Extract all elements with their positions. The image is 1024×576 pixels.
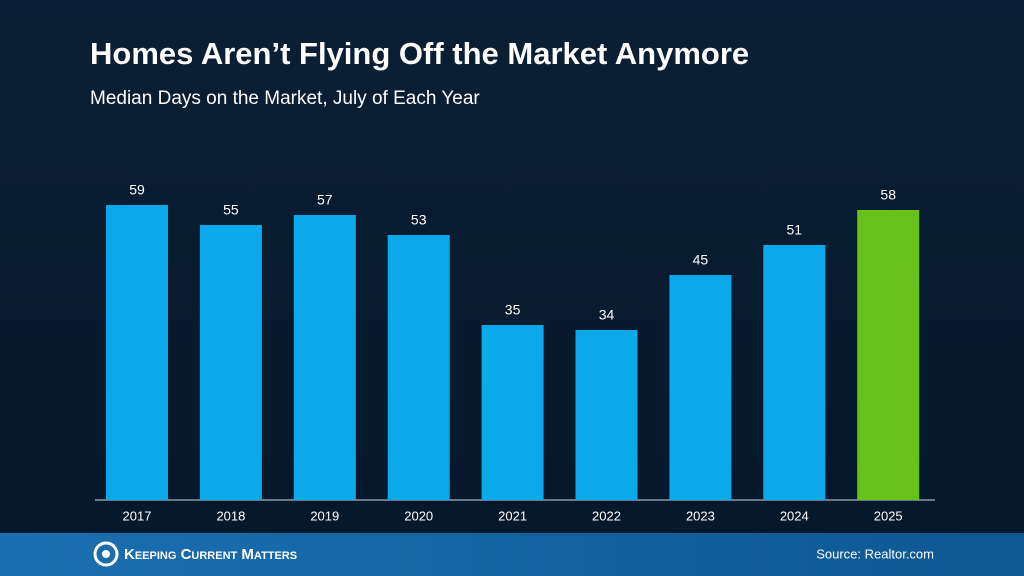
- source: Source: Realtor.com: [816, 546, 934, 561]
- x-tick-label: 2020: [404, 508, 433, 523]
- x-tick-label: 2025: [874, 508, 903, 523]
- x-tick-label: 2021: [498, 508, 527, 523]
- value-label: 45: [693, 252, 709, 268]
- value-label: 35: [505, 302, 521, 318]
- logo: [93, 541, 119, 567]
- bar: [199, 225, 262, 500]
- value-label: 53: [411, 212, 427, 228]
- bar: [106, 205, 168, 500]
- value-label: 59: [129, 182, 145, 198]
- value-label: 34: [599, 307, 615, 323]
- footer-band: [0, 533, 1024, 576]
- x-tick-label: 2019: [310, 508, 339, 523]
- bar: [669, 275, 732, 500]
- x-tick-label: 2024: [780, 508, 809, 523]
- bar: [763, 245, 826, 500]
- bar: [481, 325, 544, 500]
- value-label: 58: [880, 187, 896, 203]
- brand: Keeping Current Matters: [124, 546, 297, 563]
- x-tick-label: 2018: [216, 508, 245, 523]
- value-label: 51: [787, 222, 803, 238]
- x-tick-label: 2022: [592, 508, 621, 523]
- bar: [387, 235, 450, 500]
- value-label: 55: [223, 202, 239, 218]
- x-tick-label: 2017: [123, 508, 152, 523]
- chart-title: Homes Aren’t Flying Off the Market Anymo…: [90, 36, 749, 71]
- bar: [857, 210, 920, 500]
- x-tick-label: 2023: [686, 508, 715, 523]
- logo-dot: [102, 550, 110, 558]
- bar: [575, 330, 638, 500]
- value-label: 57: [317, 192, 333, 208]
- bar: [293, 215, 356, 500]
- chart-subtitle: Median Days on the Market, July of Each …: [90, 88, 480, 109]
